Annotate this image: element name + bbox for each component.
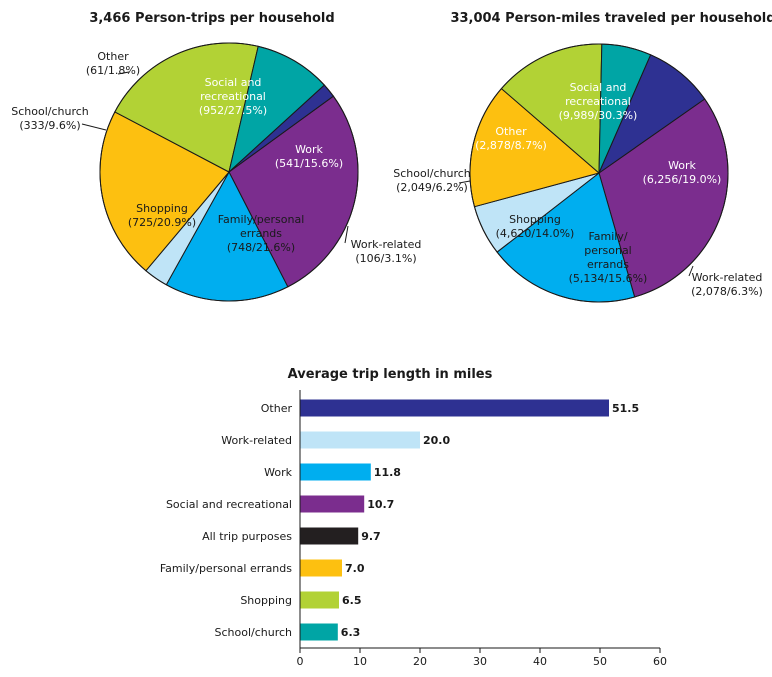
pie2-label-work: Work (6,256/19.0%) bbox=[643, 159, 722, 186]
bar-x-tick-label-20: 20 bbox=[413, 655, 427, 668]
pie1-leader-school-church bbox=[81, 123, 107, 131]
bar-x-tick-label-10: 10 bbox=[353, 655, 367, 668]
pie1-leader-work-related bbox=[344, 225, 349, 244]
bar-category-work-related: Work-related bbox=[221, 434, 292, 447]
pie2-label-school-church: School/church (2,049/6.2%) bbox=[393, 167, 471, 194]
bar-category-work: Work bbox=[264, 466, 292, 479]
pie1-leader-other bbox=[117, 71, 130, 75]
bar-category-social-and-recreational: Social and recreational bbox=[166, 498, 292, 511]
bar-school-church bbox=[300, 623, 338, 641]
pie1-label-family-personal-errands: Family/personal errands (748/21.6%) bbox=[218, 213, 305, 254]
bar-category-all-trip-purposes: All trip purposes bbox=[202, 530, 292, 543]
bar-social-and-recreational bbox=[300, 495, 365, 513]
bar-family-personal-errands bbox=[300, 559, 342, 577]
bar-value-shopping: 6.5 bbox=[342, 594, 362, 607]
bar-x-tick-label-50: 50 bbox=[593, 655, 607, 668]
bar-work-related bbox=[300, 431, 420, 449]
bar-other bbox=[300, 399, 609, 417]
pie2-leader-school-church bbox=[458, 180, 471, 184]
bar-x-tick-label-40: 40 bbox=[533, 655, 547, 668]
bar-x-tick-label-30: 30 bbox=[473, 655, 487, 668]
pie-chart-person-trips: Social and recreational (952/27.5%) Work (54… bbox=[11, 42, 422, 302]
pie1-outline bbox=[99, 42, 359, 302]
pie2-label-work-related: Work-related (2,078/6.3%) bbox=[691, 271, 763, 298]
pie2-label-social-and-recreational: Social and recreational (9,989/30.3%) bbox=[559, 81, 638, 122]
bar-category-shopping: Shopping bbox=[240, 594, 292, 607]
pie2-leader-work-related bbox=[688, 265, 694, 277]
pie1-label-school-church: School/church (333/9.6%) bbox=[11, 105, 89, 132]
pie2-label-shopping: Shopping (4,620/14.0%) bbox=[496, 213, 575, 240]
pie2-label-other: Other (2,878/8.7%) bbox=[475, 125, 547, 152]
bar-chart-title: Average trip length in miles bbox=[288, 367, 493, 382]
bar-category-other: Other bbox=[261, 402, 293, 415]
bar-x-tick-label-60: 60 bbox=[653, 655, 667, 668]
bar-value-school-church: 6.3 bbox=[341, 626, 361, 639]
bar-category-family-personal-errands: Family/personal errands bbox=[160, 562, 292, 575]
bar-value-work-related: 20.0 bbox=[423, 434, 450, 447]
pie1-label-work: Work (541/15.6%) bbox=[275, 143, 343, 170]
bar-value-work: 11.8 bbox=[374, 466, 401, 479]
bar-value-other: 51.5 bbox=[612, 402, 639, 415]
pie1-title: 3,466 Person-trips per household bbox=[89, 11, 334, 26]
bar-work bbox=[300, 463, 371, 481]
pie-chart-person-miles: Social and recreational (9,989/30.3%) Work(… bbox=[393, 43, 763, 303]
bar-category-school-church: School/church bbox=[214, 626, 292, 639]
bar-value-family-personal-errands: 7.0 bbox=[345, 562, 365, 575]
pie2-outline bbox=[469, 43, 729, 303]
pie1-label-social-and-recreational: Social and recreational (952/27.5%) bbox=[199, 76, 267, 117]
pie2-title: 33,004 Person-miles traveled per househo… bbox=[450, 11, 772, 26]
bar-value-all-trip-purposes: 9.7 bbox=[361, 530, 381, 543]
pie2-label-family-personal-errands: Family/personal errands (5,134/15.6%) bbox=[569, 230, 648, 285]
pie1-label-work-related: Work-related (106/3.1%) bbox=[351, 238, 422, 265]
bar-all-trip-purposes bbox=[300, 527, 359, 545]
pie1-label-shopping: Shopping (725/20.9%) bbox=[128, 202, 196, 229]
bar-shopping bbox=[300, 591, 339, 609]
bar-value-social-and-recreational: 10.7 bbox=[367, 498, 394, 511]
bar-chart-trip-length: Other 51.5 Work-related 20.0 Work 11.8 Social … bbox=[160, 390, 667, 668]
bar-x-tick-label-0: 0 bbox=[297, 655, 304, 668]
pie1-label-other: Other (61/1.8%) bbox=[86, 50, 140, 77]
